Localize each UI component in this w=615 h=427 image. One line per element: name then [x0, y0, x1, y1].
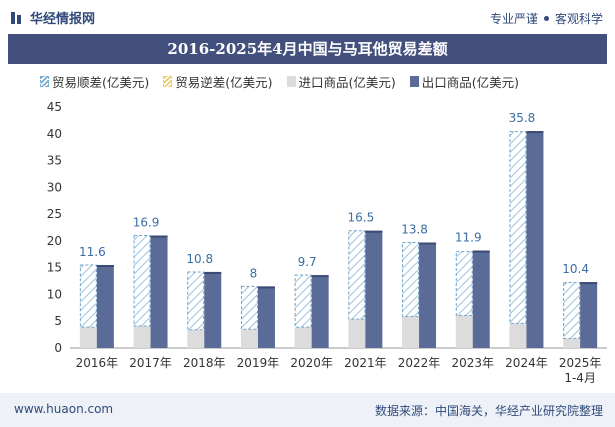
bar-surplus [509, 131, 527, 324]
bar-surplus [563, 282, 581, 339]
bar-import [133, 326, 151, 348]
bar-surplus [402, 241, 420, 317]
y-tick-label: 20 [47, 234, 62, 248]
y-tick-label: 10 [47, 287, 62, 301]
legend-label: 进口商品(亿美元) [298, 75, 396, 90]
data-label: 10.4 [562, 262, 589, 276]
bar-surplus [455, 251, 473, 316]
bar-export-cap [204, 271, 222, 274]
y-tick-label: 35 [47, 154, 62, 168]
data-label: 11.9 [455, 231, 482, 245]
data-label: 9.7 [298, 255, 317, 269]
bar-export [365, 230, 383, 348]
bar-surplus [348, 230, 366, 320]
legend-swatch [286, 76, 296, 87]
bar-export-cap [96, 264, 114, 267]
footer-website: www.huaon.com [14, 402, 114, 416]
bar-export-cap [580, 282, 598, 285]
legend-label: 贸易顺差(亿美元) [52, 75, 150, 90]
tagline-left: 专业严谨 [489, 12, 538, 26]
bar-export-cap [472, 250, 490, 253]
bar-export [526, 131, 544, 348]
bar-export-cap [311, 275, 329, 278]
bar-export [311, 275, 329, 348]
x-tick-label: 2022年 [398, 356, 441, 370]
bars [79, 131, 598, 348]
bar-import [187, 329, 205, 348]
chart-title: 2016-2025年4月中国与马耳他贸易差额 [167, 40, 448, 58]
legend-item: 出口商品(亿美元) [409, 72, 520, 91]
legend-swatch [40, 76, 49, 87]
x-tick-label: 2017年 [129, 356, 172, 370]
y-tick-label: 0 [54, 341, 62, 355]
bar-export-cap [526, 131, 544, 134]
brand: 华经情报网 [10, 8, 95, 27]
bar-import [563, 338, 581, 348]
bar-export-cap [419, 242, 437, 245]
tagline: 专业严谨 客观科学 [490, 10, 603, 27]
legend-swatch [409, 76, 419, 87]
bar-surplus [240, 285, 258, 330]
x-tick-label: 2016年 [76, 356, 119, 370]
x-tick-label: 2019年 [237, 356, 280, 370]
legend-item: 贸易顺差(亿美元) [40, 72, 149, 91]
x-tick-label: 2023年 [451, 356, 494, 370]
title-bar: 2016-2025年4月中国与马耳他贸易差额 [8, 34, 607, 64]
bar-export [257, 286, 275, 348]
data-label: 13.8 [401, 222, 428, 236]
bar-export-cap [365, 230, 383, 233]
bar-export [150, 235, 168, 348]
chart-plot: 0 5 10 15 20 25 30 35 40 45 11.6 2016年 16.9 2017年 10.… [47, 100, 607, 385]
x-tick-label: 2018年 [183, 356, 226, 370]
x-tick-label: 2020年 [290, 356, 333, 370]
top-bar: 华经情报网 专业严谨 客观科学 [0, 0, 615, 34]
bar-import [509, 323, 527, 348]
bar-export [204, 271, 222, 348]
y-tick-label: 5 [54, 314, 62, 328]
data-label: 16.5 [347, 211, 374, 225]
legend-swatch [163, 76, 173, 87]
bar-surplus [133, 235, 151, 327]
data-label: 11.6 [79, 245, 106, 259]
bar-export [419, 242, 437, 348]
y-tick-label: 45 [47, 100, 62, 114]
legend-label: 出口商品(亿美元) [421, 75, 520, 90]
bar-import [294, 327, 312, 348]
x-tick-label: 2025年 1-4月 [559, 356, 602, 385]
data-label: 10.8 [186, 252, 213, 266]
y-tick-label: 25 [47, 207, 62, 221]
bar-surplus [187, 271, 205, 331]
data-label: 35.8 [509, 111, 536, 125]
bar-export-cap [150, 235, 168, 238]
x-tick-label: 2024年 [505, 356, 548, 370]
bar-import [402, 316, 420, 348]
brand-name: 华经情报网 [30, 12, 96, 27]
y-tick-label: 15 [47, 261, 62, 275]
bar-surplus [79, 264, 97, 328]
brand-logo-icon [11, 11, 21, 24]
bar-export [96, 264, 114, 348]
legend-item: 进口商品(亿美元) [286, 72, 396, 91]
data-labels: 11.6 2016年 16.9 2017年 10.8 2018年 8 2019年 9.7 2020… [76, 111, 602, 385]
bar-import [240, 329, 258, 348]
data-label: 16.9 [133, 216, 160, 230]
tagline-right: 客观科学 [554, 12, 603, 26]
bar-export-cap [257, 286, 275, 289]
bar-export [580, 282, 598, 348]
footer-source: 数据来源：中国海关，华经产业研究院整理 [374, 404, 603, 418]
chart-legend: 贸易顺差(亿美元) 贸易逆差(亿美元) 进口商品(亿美元) 出口商品(亿美元) [40, 72, 519, 91]
bar-import [348, 319, 366, 348]
bar-import [455, 315, 473, 348]
separator-dot-icon [543, 16, 549, 21]
y-tick-label: 30 [47, 180, 62, 194]
y-tick-label: 40 [47, 127, 62, 141]
bar-surplus [294, 274, 312, 328]
legend-item: 贸易逆差(亿美元) [163, 72, 273, 91]
footer: www.huaon.com 数据来源：中国海关，华经产业研究院整理 [0, 393, 615, 427]
data-label: 8 [250, 266, 258, 280]
bar-import [79, 327, 97, 348]
x-tick-label: 2021年 [344, 356, 387, 370]
bar-export [472, 250, 490, 348]
legend-label: 贸易逆差(亿美元) [175, 75, 273, 90]
